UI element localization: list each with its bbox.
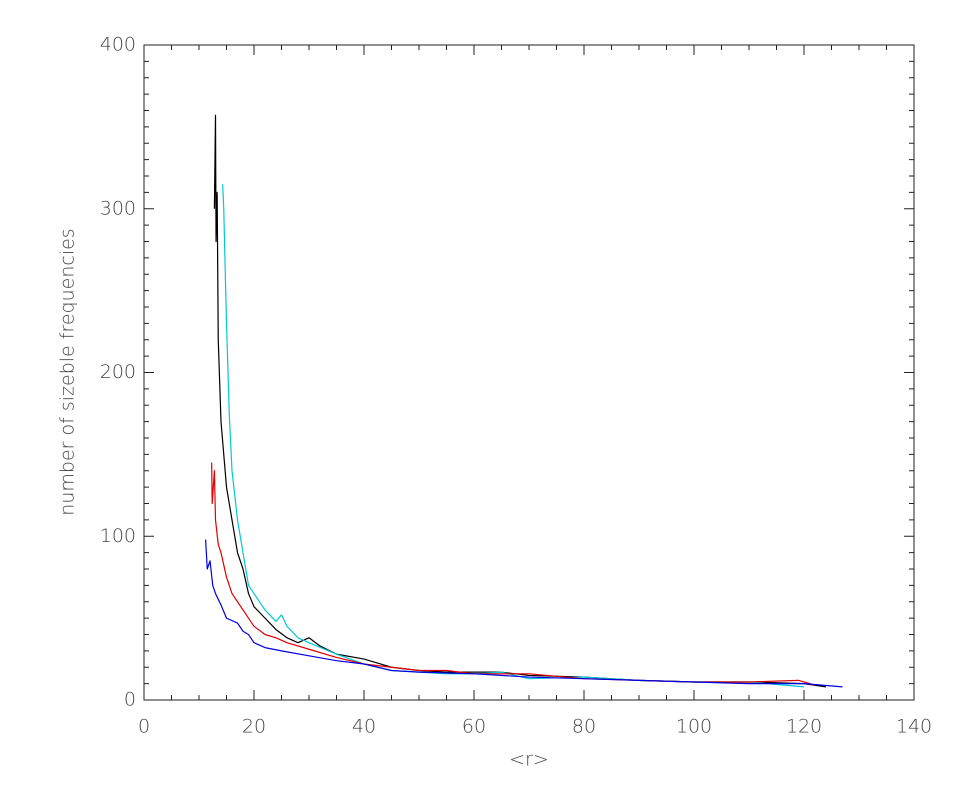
series-line bbox=[213, 114, 827, 688]
x-tick-label: 80 bbox=[572, 716, 596, 738]
y-tick-label: 0 bbox=[124, 689, 136, 711]
x-axis-label: <r> bbox=[509, 749, 549, 771]
y-tick-label: 100 bbox=[100, 525, 136, 547]
y-axis-label: number of sizeble frequencies bbox=[57, 228, 79, 515]
series-line bbox=[211, 462, 816, 686]
series-line bbox=[205, 539, 843, 688]
x-tick-label: 0 bbox=[138, 716, 150, 738]
x-tick-label: 140 bbox=[896, 716, 932, 738]
series-line bbox=[222, 184, 805, 688]
x-tick-label: 60 bbox=[462, 716, 486, 738]
y-tick-label: 400 bbox=[100, 34, 136, 56]
y-tick-label: 300 bbox=[100, 197, 136, 219]
x-tick-label: 40 bbox=[352, 716, 376, 738]
x-tick-label: 100 bbox=[676, 716, 712, 738]
y-tick-label: 200 bbox=[100, 361, 136, 383]
x-tick-label: 20 bbox=[242, 716, 266, 738]
x-tick-label: 120 bbox=[786, 716, 822, 738]
